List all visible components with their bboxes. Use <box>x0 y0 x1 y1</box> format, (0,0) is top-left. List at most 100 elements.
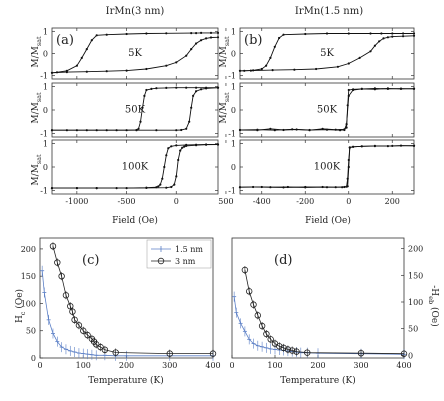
loop-point <box>177 158 180 162</box>
loop-point <box>216 143 220 146</box>
temperature-label: 50K <box>317 105 338 116</box>
legend-label: 1.5 nm <box>175 245 203 254</box>
loop-point <box>179 149 182 152</box>
data-point-circle <box>284 346 292 353</box>
loop-point <box>238 186 242 189</box>
loop-point <box>347 94 350 97</box>
loop-point <box>412 87 416 90</box>
y-tick-label: 1 <box>43 83 48 92</box>
loop-point <box>345 185 348 188</box>
loop-point <box>358 56 361 60</box>
loop-point <box>155 87 158 90</box>
loop-point <box>145 32 148 35</box>
y-tick-label: 200 <box>408 245 423 254</box>
loop-point <box>347 158 350 162</box>
fit-line-plus <box>41 270 213 357</box>
loop-point <box>183 145 186 148</box>
loop-point <box>282 33 285 36</box>
loop-point <box>369 50 372 53</box>
loop-point <box>343 128 346 132</box>
y-tick-label: 100 <box>21 299 36 308</box>
loop-point <box>50 71 54 74</box>
xlabel-right: Field (Oe) <box>305 215 351 226</box>
loop-point <box>141 106 144 109</box>
loop-point <box>195 42 198 45</box>
xlabel-d: Temperature (K) <box>280 375 356 386</box>
loop-point <box>50 187 54 190</box>
loop-point <box>373 145 376 148</box>
loop-point <box>291 128 294 131</box>
loop-panel-0-0: 1 0 -1 (a) 5K <box>40 27 227 81</box>
loop-point <box>165 154 168 157</box>
xlabel-left: Field (Oe) <box>112 215 158 226</box>
loop-point <box>391 32 394 35</box>
data-point-circle <box>209 350 217 357</box>
legend: 1.5 nm 3 nm <box>146 239 212 269</box>
y-tick-label: 0 <box>43 50 48 59</box>
temperature-panel-0: 0 100 200 300 400 0 50 100 150 200 (c) 1.5 nm 3 nm <box>21 237 221 370</box>
panel-label: (d) <box>274 253 292 268</box>
loop-point <box>238 128 242 132</box>
data-point-circle <box>67 302 74 310</box>
loop-point <box>391 144 394 147</box>
loop-point <box>325 128 329 131</box>
loop-point <box>345 126 348 129</box>
loop-point <box>165 186 168 189</box>
loop-point <box>209 31 213 34</box>
loop-point <box>347 62 350 65</box>
y-tick-label: 0 <box>31 354 36 363</box>
data-point-circle <box>241 266 249 274</box>
y-tick-label: 150 <box>21 272 36 281</box>
x-tick-label: 200 <box>119 361 134 370</box>
x-tick-label: 0 <box>346 197 351 206</box>
data-point-circle <box>71 316 78 324</box>
loop-point <box>75 129 78 132</box>
loop-point <box>167 147 170 150</box>
y-tick-label: 0 <box>43 106 48 115</box>
ylabel-a2: M/Msat <box>31 92 43 124</box>
right-column-title: IrMn(1.5 nm) <box>295 6 363 17</box>
y-tick-label: 0 <box>408 351 413 360</box>
data-point-circle <box>75 322 83 329</box>
loop-point <box>369 32 372 35</box>
legend-box <box>146 239 212 269</box>
temperature-label: 50K <box>125 105 146 116</box>
y-tick-label: 0 <box>231 50 236 59</box>
loop-branch-asc <box>52 87 219 131</box>
loop-point <box>391 35 394 38</box>
data-point-circle <box>166 350 173 357</box>
x-tick-label: -1000 <box>65 197 88 206</box>
y-tick-label: 150 <box>408 271 423 280</box>
y-tick-label: 100 <box>408 298 423 307</box>
loop-point <box>360 87 363 90</box>
loop-point <box>216 36 220 39</box>
loop-point <box>260 185 263 189</box>
loop-point <box>105 70 108 73</box>
loop-point <box>399 87 403 90</box>
loop-point <box>192 94 195 97</box>
loop-point <box>412 32 416 35</box>
loop-point <box>75 64 78 67</box>
x-tick-label: 400 <box>396 361 411 370</box>
loop-point <box>249 69 252 72</box>
loop-point <box>380 32 383 35</box>
loop-point <box>282 186 285 189</box>
loop-point <box>145 88 148 92</box>
x-tick-label: -200 <box>296 197 314 206</box>
data-point-circle <box>49 242 57 250</box>
xlabel-c: Temperature (K) <box>88 375 164 386</box>
loop-point <box>378 40 381 43</box>
data-point-circle <box>62 292 70 299</box>
loop-point <box>273 129 276 132</box>
loop-point <box>165 86 168 89</box>
loop-point <box>360 145 363 148</box>
loop-point <box>188 120 191 123</box>
loop-point <box>348 146 351 149</box>
loop-point <box>190 31 193 35</box>
loop-point <box>95 34 98 37</box>
loop-point <box>238 69 242 72</box>
x-tick-label: 0 <box>37 361 42 370</box>
data-point-circle <box>84 331 91 339</box>
